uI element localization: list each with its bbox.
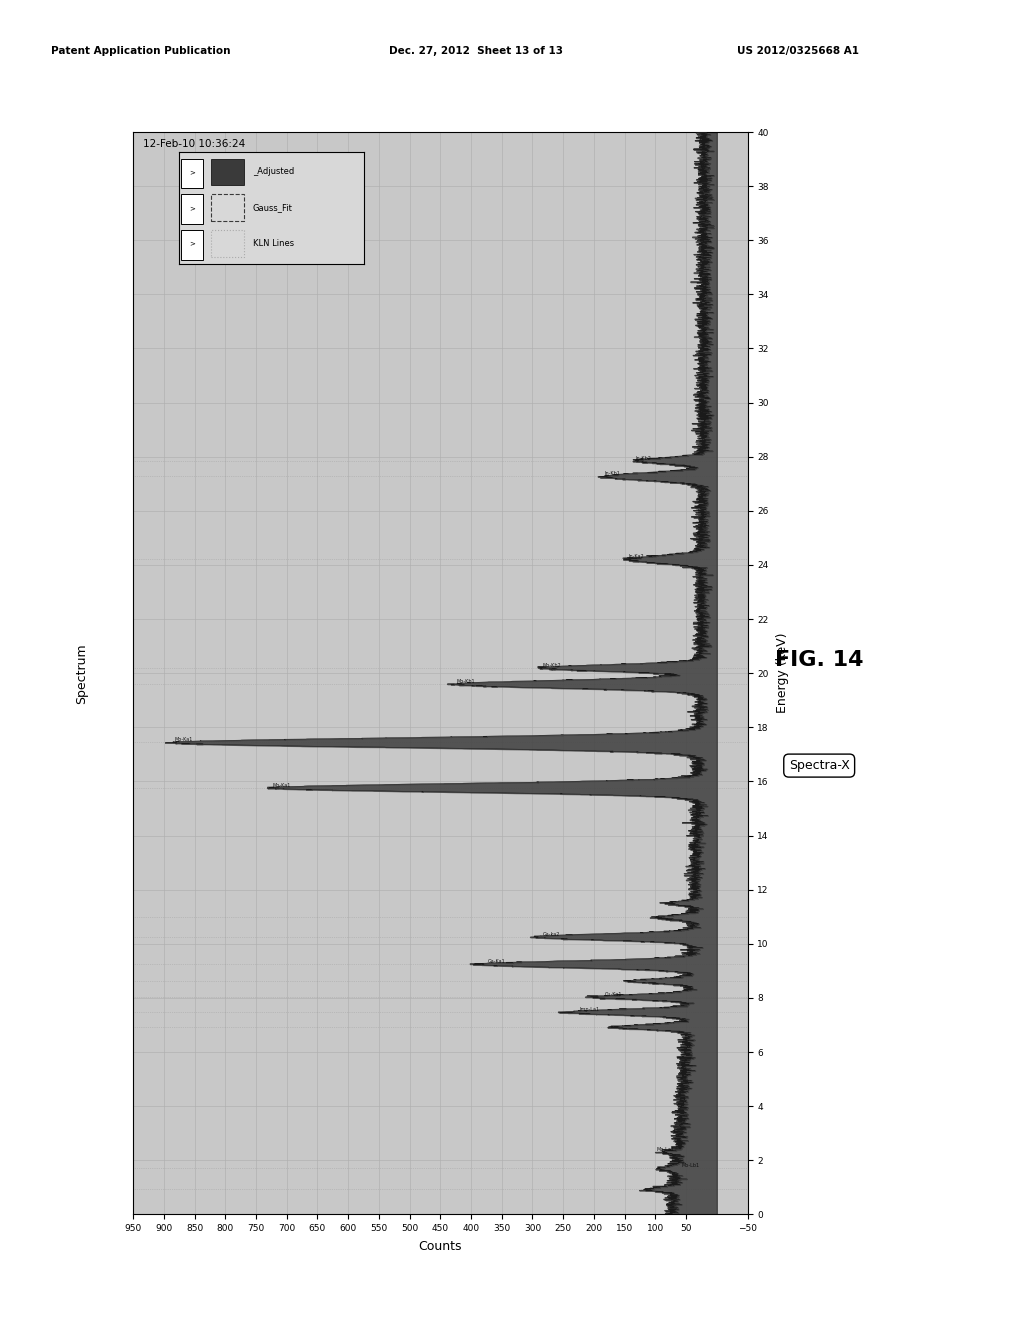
Text: Ga-ka2: Ga-ka2 [543,932,560,937]
Text: Mo-Lb1: Mo-Lb1 [681,1163,699,1168]
Text: In-Kb1: In-Kb1 [604,471,621,477]
Text: >: > [189,169,195,176]
Text: >: > [189,205,195,211]
X-axis label: Counts: Counts [419,1239,462,1253]
Text: In-Ka2: In-Ka2 [629,554,644,560]
Text: Mo-La1: Mo-La1 [656,1147,675,1152]
Text: Dec. 27, 2012  Sheet 13 of 13: Dec. 27, 2012 Sheet 13 of 13 [389,46,563,57]
Text: 12-Feb-10 10:36:24: 12-Feb-10 10:36:24 [143,139,246,149]
Text: Patent Application Publication: Patent Application Publication [51,46,230,57]
Bar [181,194,203,223]
Text: Mo-Ka1: Mo-Ka1 [272,783,291,788]
Y-axis label: Energy (keV): Energy (keV) [776,634,788,713]
Text: >: > [189,240,195,247]
Bar [181,158,203,187]
Text: _Adjusted: _Adjusted [253,168,294,177]
Text: US 2012/0325668 A1: US 2012/0325668 A1 [737,46,859,57]
Text: KLN Lines: KLN Lines [253,239,294,248]
Bar [211,230,244,257]
Text: Ga-Ka1: Ga-Ka1 [487,960,506,964]
Bar [211,158,244,186]
Text: Spectrum: Spectrum [76,643,88,704]
Text: Gauss_Fit: Gauss_Fit [253,203,293,213]
Text: Cu-Ka1: Cu-Ka1 [604,991,622,997]
Text: Mo-Kb1: Mo-Kb1 [457,678,475,684]
Text: Spectra-X: Spectra-X [788,759,850,772]
Text: In-Kb2: In-Kb2 [635,455,651,461]
Bar [181,230,203,260]
Text: Imp-La1: Imp-La1 [580,1007,600,1012]
Text: FIG. 14: FIG. 14 [775,649,863,671]
Text: Mo-Kb2: Mo-Kb2 [543,663,561,668]
Text: Mo-Ka1: Mo-Ka1 [174,738,193,742]
Bar [211,194,244,222]
